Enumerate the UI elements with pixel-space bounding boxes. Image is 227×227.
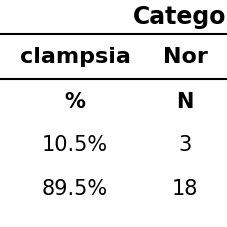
Text: 89.5%: 89.5%: [42, 179, 108, 199]
Text: %: %: [64, 92, 85, 112]
Text: 18: 18: [172, 179, 198, 199]
Text: clampsia: clampsia: [20, 47, 131, 67]
Text: N: N: [176, 92, 194, 112]
Text: Categor: Categor: [132, 5, 227, 29]
Text: Nor: Nor: [163, 47, 207, 67]
Text: 3: 3: [178, 135, 192, 155]
Text: 10.5%: 10.5%: [42, 135, 108, 155]
